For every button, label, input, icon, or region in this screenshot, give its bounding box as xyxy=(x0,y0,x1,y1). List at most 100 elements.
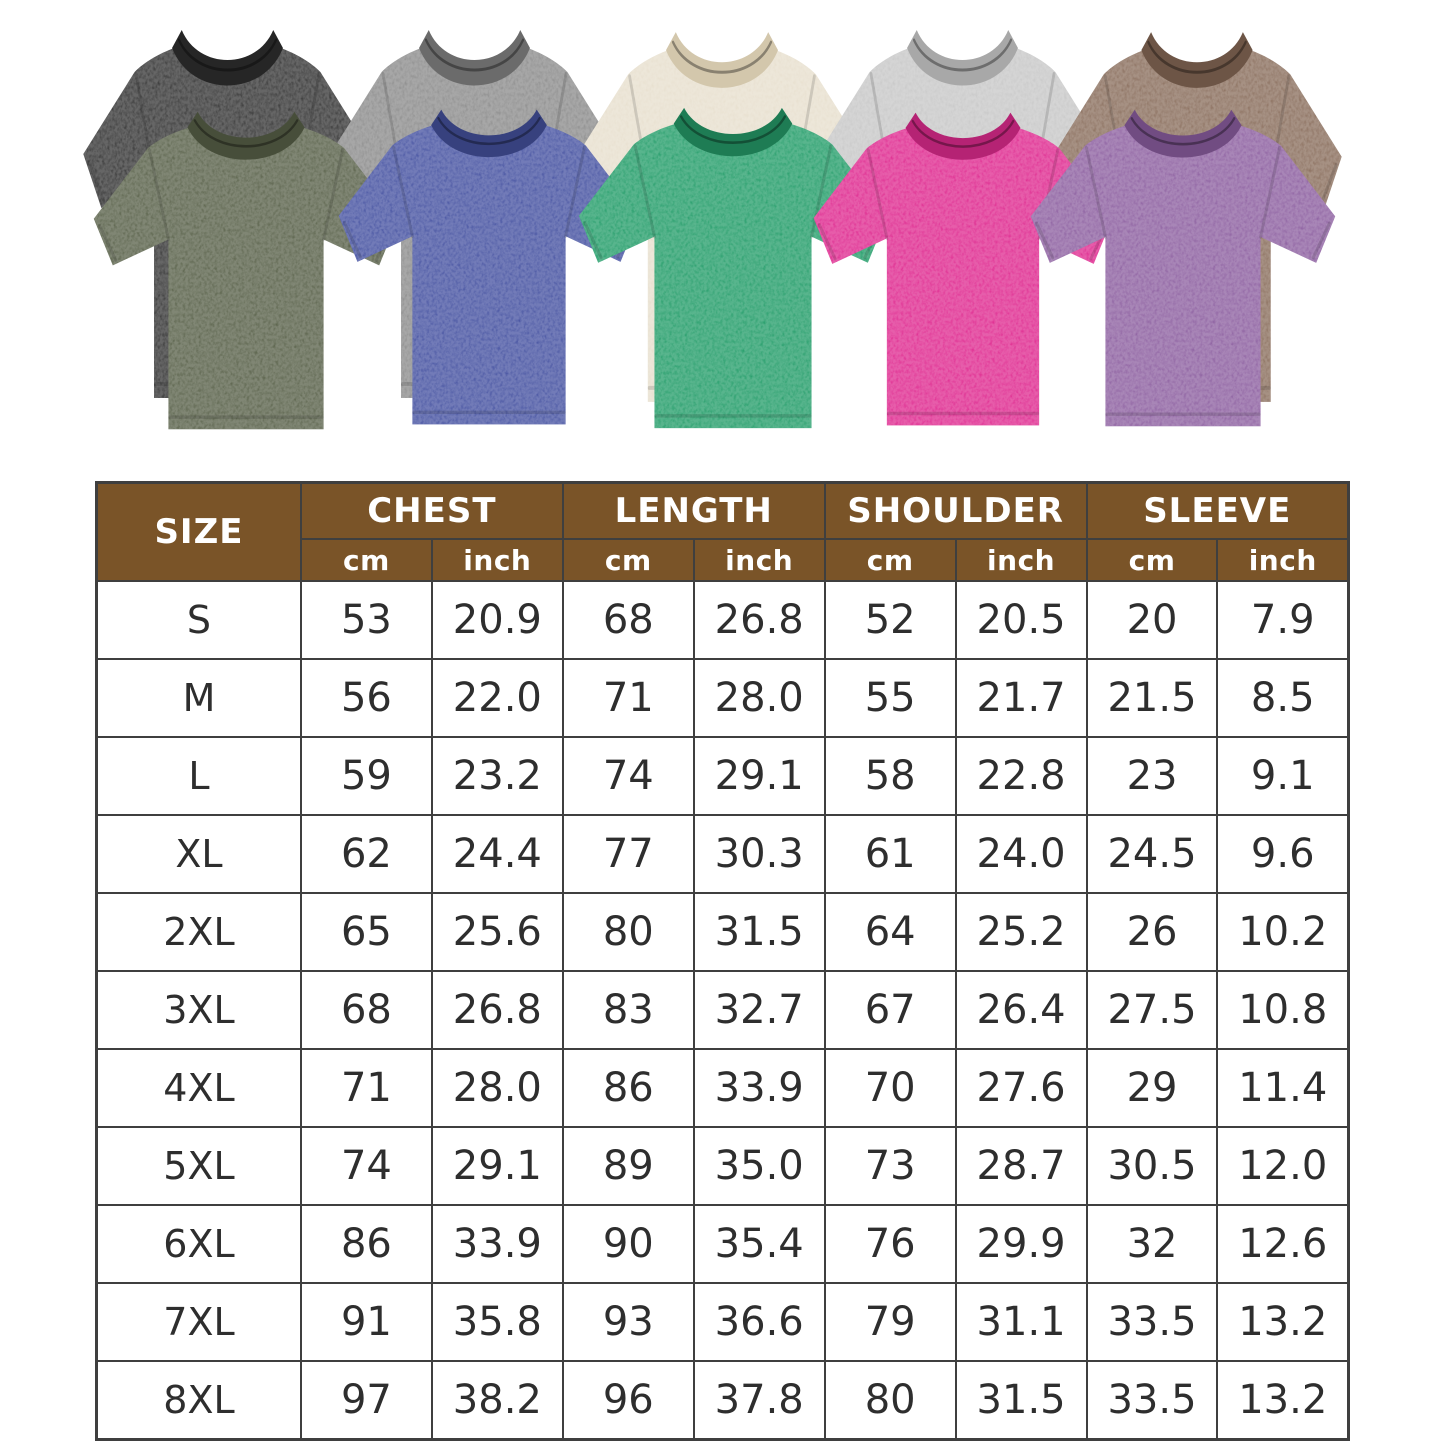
measurement-cell: 28.0 xyxy=(692,658,826,738)
measurement-cell: 29 xyxy=(1085,1048,1219,1128)
size-row-m: M 56 22.0 71 28.0 55 21.7 21.5 8.5 xyxy=(95,658,1350,738)
measurement-cell: 79 xyxy=(823,1282,957,1362)
length-header: LENGTH xyxy=(561,481,826,540)
measurement-cell: 12.6 xyxy=(1216,1204,1350,1284)
measurement-cell: 62 xyxy=(299,814,433,894)
size-cell: 5XL xyxy=(95,1126,302,1206)
shoulder-inch-header: inch xyxy=(954,538,1088,582)
measurement-cell: 55 xyxy=(823,658,957,738)
measurement-cell: 71 xyxy=(299,1048,433,1128)
measurement-cell: 28.7 xyxy=(954,1126,1088,1206)
measurement-cell: 26 xyxy=(1085,892,1219,972)
size-row-s: S 53 20.9 68 26.8 52 20.5 20 7.9 xyxy=(95,580,1350,660)
measurement-cell: 36.6 xyxy=(692,1282,826,1362)
length-cm-header: cm xyxy=(561,538,695,582)
measurement-cell: 26.4 xyxy=(954,970,1088,1050)
collar-rib-line xyxy=(193,119,299,148)
collar-rib-line xyxy=(177,38,278,72)
seam-line xyxy=(147,148,170,242)
measurement-cell: 13.2 xyxy=(1216,1360,1350,1440)
measurement-cell: 53 xyxy=(299,580,433,660)
measurement-cell: 89 xyxy=(561,1126,695,1206)
measurement-cell: 26.8 xyxy=(430,970,564,1050)
measurement-cell: 29.9 xyxy=(954,1204,1088,1284)
measurement-cell: 68 xyxy=(299,970,433,1050)
measurement-cell: 31.1 xyxy=(954,1282,1088,1362)
measurement-cell: 33.5 xyxy=(1085,1282,1219,1362)
size-cell: XL xyxy=(95,814,302,894)
seam-line xyxy=(633,144,656,239)
measurement-cell: 22.8 xyxy=(954,736,1088,816)
seam-line xyxy=(87,160,106,204)
measurement-cell: 80 xyxy=(561,892,695,972)
tshirt-collar xyxy=(907,30,1018,86)
measurement-cell: 65 xyxy=(299,892,433,972)
measurement-cell: 59 xyxy=(299,736,433,816)
shoulder-header: SHOULDER xyxy=(823,481,1088,540)
collar-rib-line xyxy=(680,115,786,144)
seam-line xyxy=(564,145,586,238)
measurement-cell: 68 xyxy=(561,580,695,660)
collar-rib-line xyxy=(1147,40,1247,74)
measurement-cell: 9.1 xyxy=(1216,736,1350,816)
measurement-cell: 86 xyxy=(561,1048,695,1128)
measurement-cell: 8.5 xyxy=(1216,658,1350,738)
chest-inch-header: inch xyxy=(430,538,564,582)
measurement-cell: 64 xyxy=(823,892,957,972)
measurement-cell: 10.2 xyxy=(1216,892,1350,972)
measurement-cell: 70 xyxy=(823,1048,957,1128)
measurement-cell: 73 xyxy=(823,1126,957,1206)
measurement-cell: 26.8 xyxy=(692,580,826,660)
collar-rib-line xyxy=(437,116,541,146)
seam-line xyxy=(1259,145,1282,239)
measurement-cell: 20.9 xyxy=(430,580,564,660)
collar-rib-line xyxy=(424,38,525,72)
seam-line xyxy=(343,220,362,259)
measurement-cell: 33.9 xyxy=(430,1204,564,1284)
measurement-cell: 83 xyxy=(561,970,695,1050)
tshirt-collar xyxy=(1141,32,1253,88)
size-row-5xl: 5XL 74 29.1 89 35.0 73 28.7 30.5 12.0 xyxy=(95,1126,1350,1206)
size-column-header: SIZE xyxy=(95,481,302,582)
measurement-cell: 37.8 xyxy=(692,1360,826,1440)
measurement-cell: 67 xyxy=(823,970,957,1050)
size-row-l: L 59 23.2 74 29.1 58 22.8 23 9.1 xyxy=(95,736,1350,816)
measurement-cell: 11.4 xyxy=(1216,1048,1350,1128)
measurement-cell: 9.6 xyxy=(1216,814,1350,894)
sleeve-inch-header: inch xyxy=(1216,538,1350,582)
shoulder-cm-header: cm xyxy=(823,538,957,582)
measurement-cell: 29.1 xyxy=(692,736,826,816)
measurement-cell: 10.8 xyxy=(1216,970,1350,1050)
measurement-cell: 74 xyxy=(561,736,695,816)
chest-cm-header: cm xyxy=(299,538,433,582)
measurement-cell: 35.8 xyxy=(430,1282,564,1362)
length-inch-header: inch xyxy=(692,538,826,582)
size-chart-table: SIZE CHEST LENGTH SHOULDER SLEEVE cm inc… xyxy=(95,481,1350,1441)
measurement-cell: 33.5 xyxy=(1085,1360,1219,1440)
measurement-cell: 97 xyxy=(299,1360,433,1440)
tshirt-collar xyxy=(666,32,778,88)
size-cell: M xyxy=(95,658,302,738)
measurement-cell: 32.7 xyxy=(692,970,826,1050)
size-row-7xl: 7XL 91 35.8 93 36.6 79 31.1 33.5 13.2 xyxy=(95,1282,1350,1362)
measurement-cell: 32 xyxy=(1085,1204,1219,1284)
seam-line xyxy=(1084,145,1107,239)
measurement-cell: 56 xyxy=(299,658,433,738)
measurement-cell: 93 xyxy=(561,1282,695,1362)
tshirt-collar xyxy=(187,111,305,160)
measurement-cell: 21.5 xyxy=(1085,658,1219,738)
measurement-cell: 7.9 xyxy=(1216,580,1350,660)
size-cell: S xyxy=(95,580,302,660)
size-row-6xl: 6XL 86 33.9 90 35.4 76 29.9 32 12.6 xyxy=(95,1204,1350,1284)
measurement-cell: 23 xyxy=(1085,736,1219,816)
sleeve-cm-header: cm xyxy=(1085,538,1219,582)
seam-line xyxy=(866,148,889,241)
size-row-4xl: 4XL 71 28.0 86 33.9 70 27.6 29 11.4 xyxy=(95,1048,1350,1128)
tshirt-collar xyxy=(431,109,547,158)
size-cell: 2XL xyxy=(95,892,302,972)
size-cell: 8XL xyxy=(95,1360,302,1440)
measurement-cell: 22.0 xyxy=(430,658,564,738)
collar-rib-line xyxy=(1130,117,1236,146)
measurement-cell: 23.2 xyxy=(430,736,564,816)
